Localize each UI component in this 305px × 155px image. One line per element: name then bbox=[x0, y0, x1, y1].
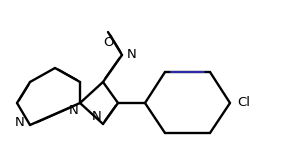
Text: N: N bbox=[92, 109, 102, 122]
Text: N: N bbox=[69, 104, 79, 117]
Text: N: N bbox=[127, 49, 137, 62]
Text: O: O bbox=[103, 35, 113, 49]
Text: N: N bbox=[15, 115, 25, 128]
Text: Cl: Cl bbox=[238, 97, 250, 109]
